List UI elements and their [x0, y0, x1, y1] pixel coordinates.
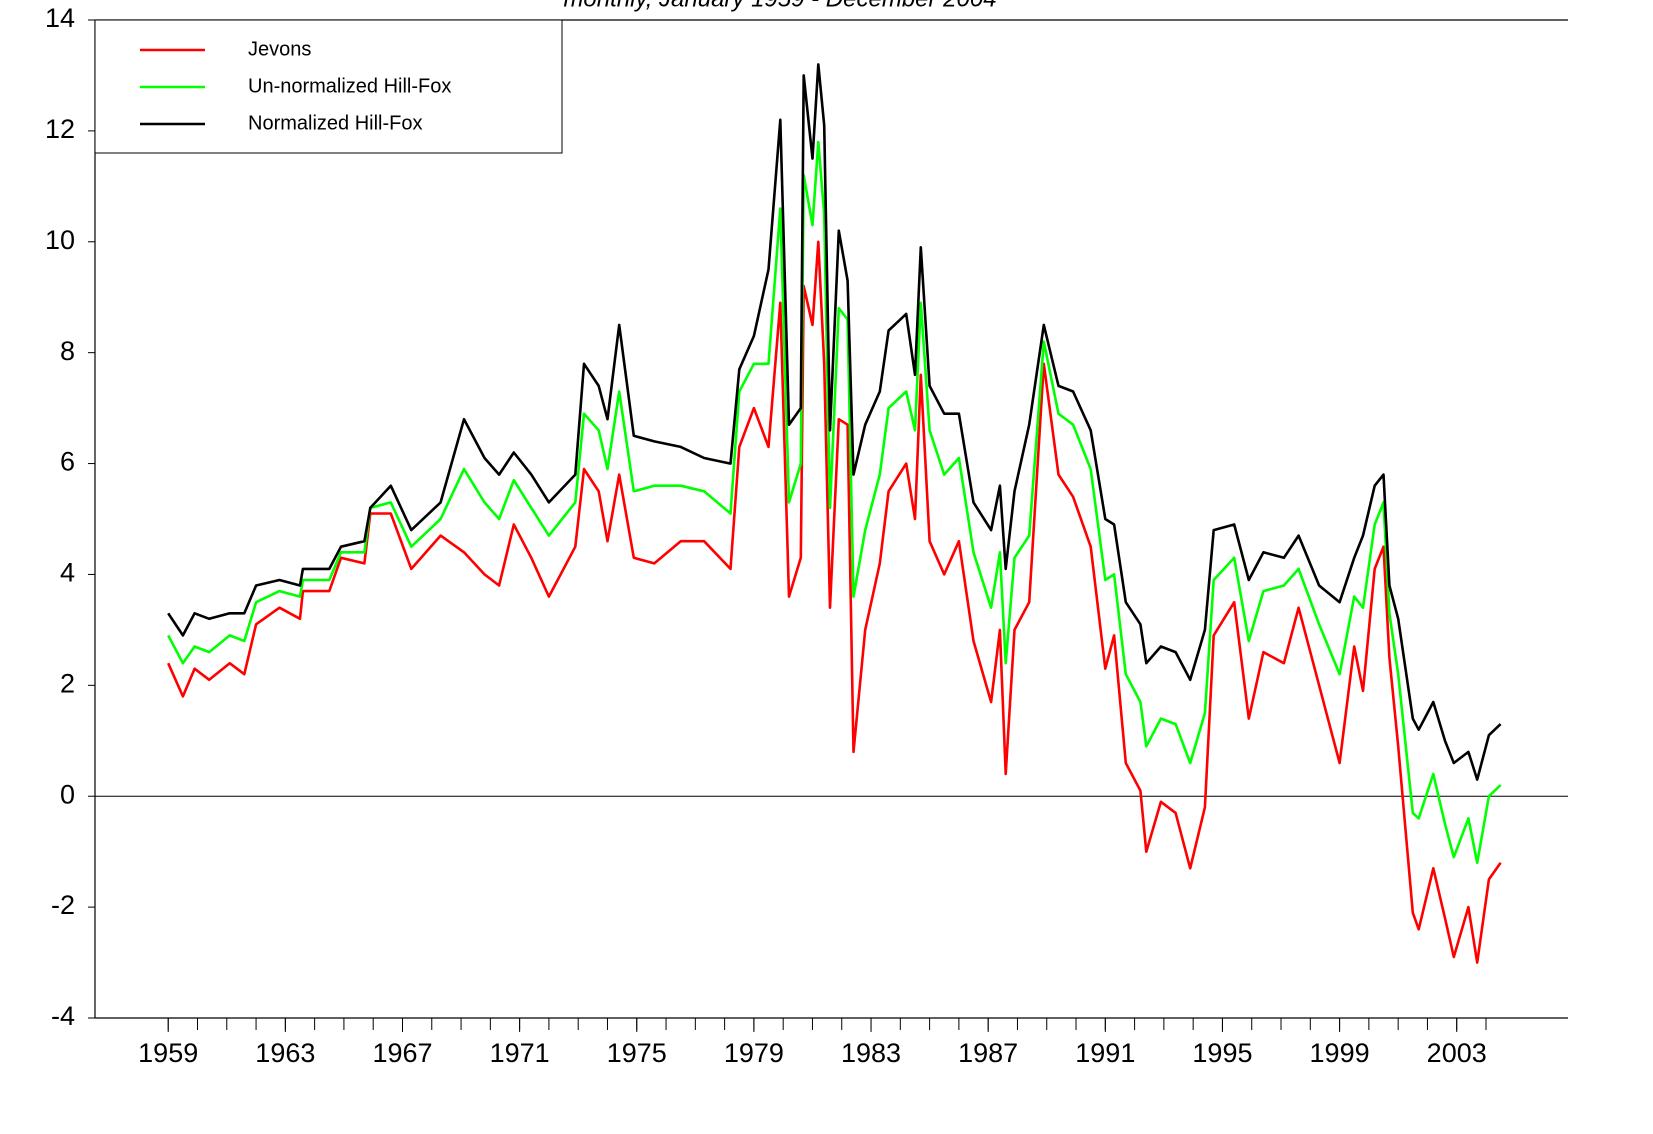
x-tick-label: 1983	[841, 1038, 901, 1068]
x-tick-label: 1999	[1310, 1038, 1370, 1068]
y-tick-label: 12	[45, 114, 75, 144]
legend-label: Un-normalized Hill-Fox	[248, 75, 451, 97]
y-tick-label: -2	[51, 890, 75, 920]
y-tick-label: 2	[60, 668, 75, 698]
x-tick-label: 1995	[1192, 1038, 1252, 1068]
y-tick-label: -4	[51, 1001, 75, 1031]
y-tick-label: 14	[45, 3, 75, 33]
x-tick-label: 1987	[958, 1038, 1018, 1068]
x-tick-label: 1979	[724, 1038, 784, 1068]
x-tick-label: 1991	[1075, 1038, 1135, 1068]
y-tick-label: 6	[60, 447, 75, 477]
y-tick-label: 4	[60, 558, 75, 588]
x-tick-label: 1971	[490, 1038, 550, 1068]
x-tick-label: 2003	[1427, 1038, 1487, 1068]
y-tick-label: 0	[60, 779, 75, 809]
legend-label: Normalized Hill-Fox	[248, 112, 422, 134]
chart-subtitle: monthly, January 1959 - December 2004	[563, 0, 996, 12]
y-tick-label: 8	[60, 336, 75, 366]
x-tick-label: 1963	[255, 1038, 315, 1068]
x-tick-label: 1967	[372, 1038, 432, 1068]
series-line	[167, 140, 1502, 865]
series-line	[167, 63, 1502, 781]
series-line	[167, 240, 1502, 964]
x-tick-label: 1975	[607, 1038, 667, 1068]
y-tick-label: 10	[45, 225, 75, 255]
x-tick-label: 1959	[138, 1038, 198, 1068]
legend-label: Jevons	[248, 38, 311, 60]
